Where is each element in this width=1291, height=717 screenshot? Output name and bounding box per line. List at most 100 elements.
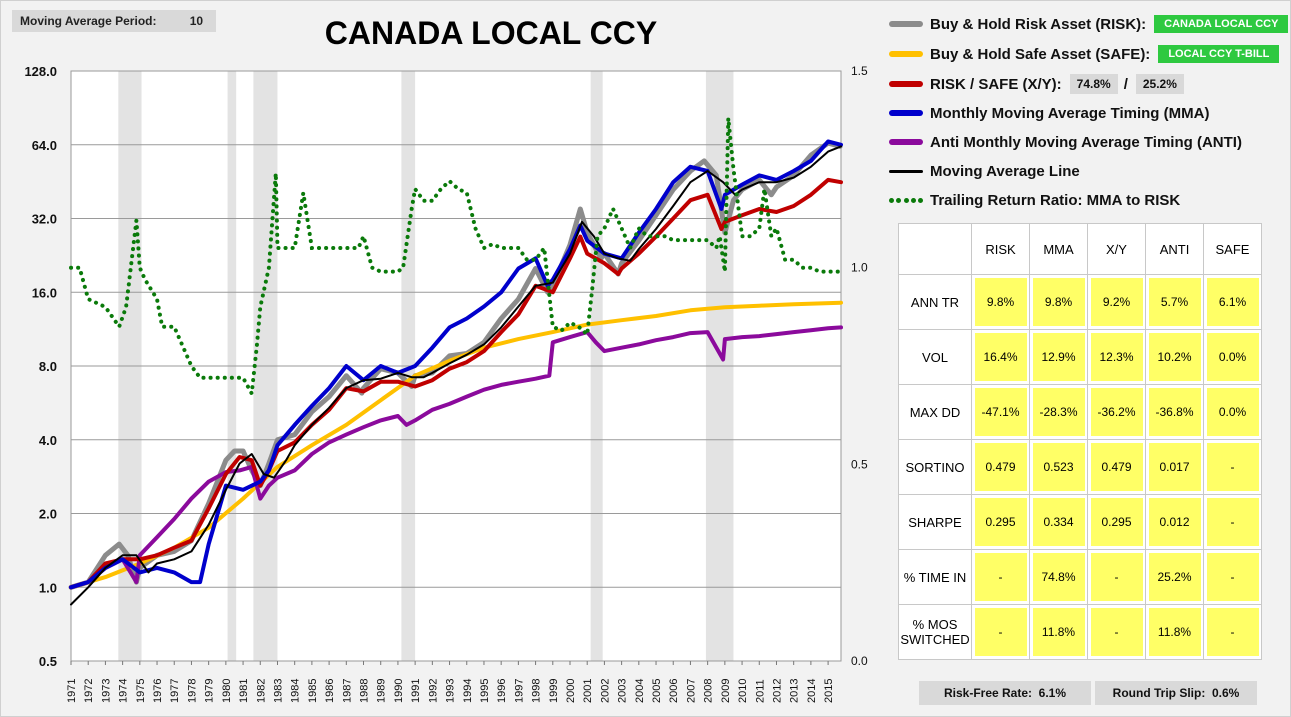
stats-row-label: MAX DD (898, 384, 972, 440)
x-tick-label: 1980 (221, 679, 233, 703)
risk-free-label: Risk-Free Rate: (943, 686, 1032, 700)
stats-cell: 0.0% (1203, 329, 1262, 385)
stats-cell: 0.295 (971, 494, 1030, 550)
stats-value: - (1206, 608, 1259, 656)
stats-col-xy: X/Y (1087, 223, 1146, 275)
series-line (69, 300, 843, 590)
x-tick-label: 1977 (169, 679, 181, 703)
y2-tick-label: 0.5 (851, 457, 868, 471)
stats-col-mma: MMA (1029, 223, 1088, 275)
x-tick-label: 2006 (668, 679, 680, 703)
y2-tick-label: 0.0 (851, 654, 868, 668)
legend-ma-line: Moving Average Line (889, 160, 1080, 182)
x-tick-label: 2004 (634, 679, 646, 703)
x-tick-label: 2000 (565, 679, 577, 703)
legend-ratio-label: Trailing Return Ratio: MMA to RISK (930, 191, 1181, 209)
legend-ma-swatch (889, 169, 923, 173)
x-tick-label: 1981 (238, 679, 250, 703)
series-line (69, 325, 843, 590)
x-tick-label: 1978 (186, 679, 198, 703)
legend-mma-label: Monthly Moving Average Timing (MMA) (930, 104, 1210, 122)
stats-cell: - (1203, 549, 1262, 605)
stats-cell: 0.017 (1145, 439, 1204, 495)
stats-value: 0.523 (1032, 443, 1085, 491)
stats-value: - (974, 553, 1027, 601)
legend-anti-label: Anti Monthly Moving Average Timing (ANTI… (930, 133, 1242, 151)
legend-anti: Anti Monthly Moving Average Timing (ANTI… (889, 131, 1242, 153)
stats-col-safe: SAFE (1203, 223, 1262, 275)
stats-cell: 0.479 (1087, 439, 1146, 495)
y-tick-label: 128.0 (24, 64, 57, 79)
x-tick-label: 1995 (479, 679, 491, 703)
stats-row-label: VOL (898, 329, 972, 385)
stats-value: - (1206, 443, 1259, 491)
x-tick-label: 2007 (685, 679, 697, 703)
y-tick-label: 8.0 (39, 359, 57, 374)
stats-value: - (1206, 498, 1259, 546)
stats-value: 16.4% (974, 333, 1027, 381)
xy-safe-pct: 25.2% (1135, 74, 1184, 94)
x-tick-label: 1997 (513, 679, 525, 703)
legend-anti-swatch (889, 139, 923, 145)
x-tick-label: 1998 (531, 679, 543, 703)
ma-period-value: 10 (189, 14, 204, 28)
x-tick-label: 1989 (376, 679, 388, 703)
x-tick-label: 1996 (496, 679, 508, 703)
x-tick-label: 1991 (410, 679, 422, 703)
x-tick-label: 2008 (703, 679, 715, 703)
stats-row-max-dd: MAX DD -47.1% -28.3% -36.2% -36.8% 0.0% (898, 384, 1262, 440)
stats-row-label: ANN TR (898, 274, 972, 330)
legend-safe: Buy & Hold Safe Asset (SAFE): LOCAL CCY … (889, 43, 1280, 65)
x-tick-label: 1992 (427, 679, 439, 703)
stats-value: -47.1% (974, 388, 1027, 436)
x-tick-label: 1986 (324, 679, 336, 703)
series-line (69, 177, 843, 590)
stats-value: -28.3% (1032, 388, 1085, 436)
stats-cell: 0.0% (1203, 384, 1262, 440)
y-tick-label: 1.0 (39, 580, 57, 595)
stats-cell: - (1203, 439, 1262, 495)
x-tick-label: 2012 (771, 679, 783, 703)
stats-cell: - (1087, 604, 1146, 660)
x-tick-label: 2010 (737, 679, 749, 703)
x-tick-label: 1990 (393, 679, 405, 703)
stats-cell: 0.523 (1029, 439, 1088, 495)
stats-value: - (1090, 608, 1143, 656)
x-tick-label: 2015 (823, 679, 835, 703)
stats-cell: 0.295 (1087, 494, 1146, 550)
x-tick-label: 1972 (83, 679, 95, 703)
stats-cell: 0.334 (1029, 494, 1088, 550)
stats-cell: 12.9% (1029, 329, 1088, 385)
stats-cell: 6.1% (1203, 274, 1262, 330)
stats-row-label: % TIME IN (898, 549, 972, 605)
stats-value: - (974, 608, 1027, 656)
risk-free-value: 6.1% (1038, 686, 1067, 700)
stats-row-ann-tr: ANN TR 9.8% 9.8% 9.2% 5.7% 6.1% (898, 274, 1262, 330)
stats-value: -36.2% (1090, 388, 1143, 436)
x-tick-label: 1993 (445, 679, 457, 703)
legend-risk: Buy & Hold Risk Asset (RISK): CANADA LOC… (889, 13, 1289, 35)
x-tick-label: 2009 (720, 679, 732, 703)
slip-label: Round Trip Slip: (1112, 686, 1206, 700)
stats-row-time-in: % TIME IN - 74.8% - 25.2% - (898, 549, 1262, 605)
stats-cell: 5.7% (1145, 274, 1204, 330)
round-trip-slip-box: Round Trip Slip: 0.6% (1095, 681, 1257, 705)
chart-title: CANADA LOCAL CCY (324, 15, 658, 51)
x-tick-label: 1976 (152, 679, 164, 703)
ratio-line (69, 117, 843, 401)
stats-table: RISK MMA X/Y ANTI SAFE ANN TR 9.8% 9.8% … (898, 223, 1262, 660)
legend-risk-label: Buy & Hold Risk Asset (RISK): (930, 15, 1147, 33)
stats-row-mos-switched: % MOS SWITCHED - 11.8% - 11.8% - (898, 604, 1262, 660)
stats-cell: 9.8% (971, 274, 1030, 330)
legend-xy-swatch (889, 81, 923, 87)
x-tick-label: 1994 (462, 679, 474, 703)
x-tick-label: 2005 (651, 679, 663, 703)
legend-safe-swatch (889, 51, 923, 57)
stats-col-anti: ANTI (1145, 223, 1204, 275)
x-tick-label: 2003 (617, 679, 629, 703)
stats-value: 0.334 (1032, 498, 1085, 546)
stats-value: 5.7% (1148, 278, 1201, 326)
stats-cell: 9.2% (1087, 274, 1146, 330)
stats-cell: - (971, 604, 1030, 660)
y-tick-label: 16.0 (32, 285, 57, 300)
